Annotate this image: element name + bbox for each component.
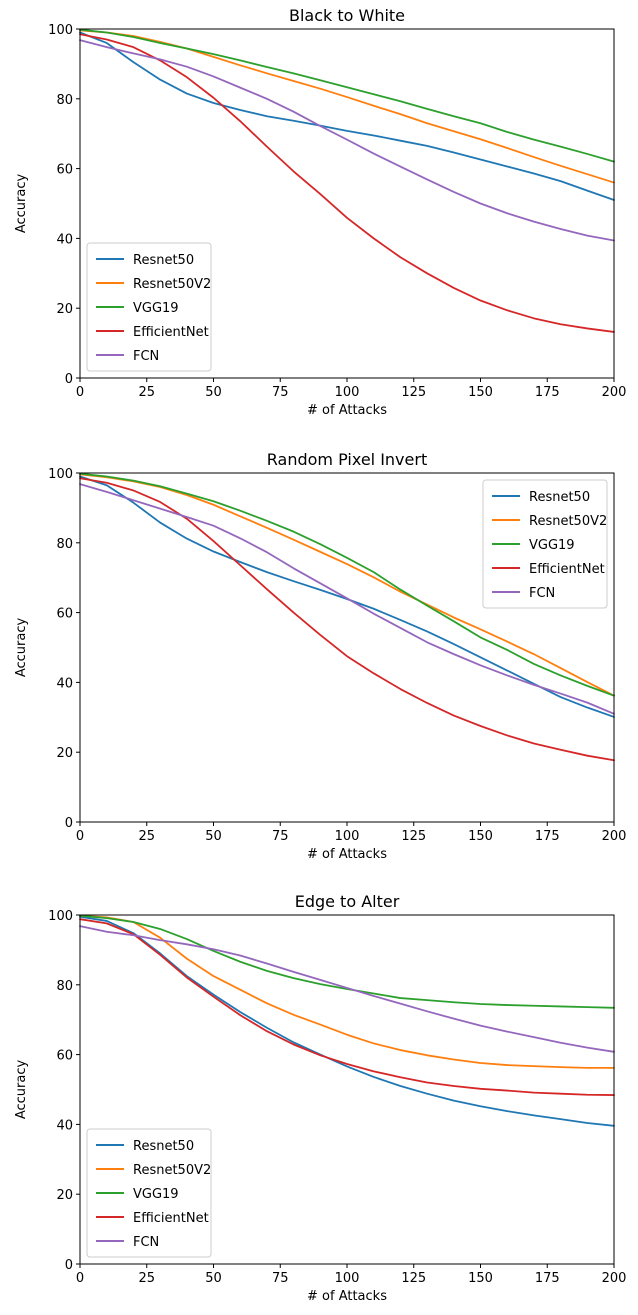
x-tick-label: 0 [76,829,84,844]
y-tick-label: 60 [56,1049,73,1064]
x-tick-label: 150 [468,385,493,400]
y-tick-label: 40 [56,676,73,691]
chart-1: Black to White 0 25 50 75 100 125 150 175 200 0 20 4… [14,6,626,418]
x-tick-label: 100 [335,1271,360,1286]
y-tick-label: 80 [56,537,73,552]
chart-title: Random Pixel Invert [267,450,427,469]
x-tick-label: 75 [272,1271,289,1286]
x-tick-label: 50 [205,829,222,844]
series-line-vgg19 [79,914,615,1009]
y-tick-label: 100 [48,23,73,38]
x-tick-label: 175 [535,385,560,400]
y-tick-label: 60 [56,163,73,178]
x-tick-label: 125 [401,385,426,400]
chart-3: Edge to Alter 0 25 50 75 100 125 150 175 200 0 20 40… [14,892,626,1304]
series-line-efficientnet [79,918,615,1096]
series-lines [79,472,615,762]
x-tick-label: 75 [272,385,289,400]
series-line-fcn [79,39,615,242]
legend: Resnet50 Resnet50V2 VGG19 EfficientNet FCN [86,1128,212,1258]
y-axis-label: Accuracy [14,1060,29,1120]
x-tick-label: 100 [335,829,360,844]
legend-label-fcn: FCN [133,349,159,364]
x-axis-label: # of Attacks [307,403,387,418]
series-line-vgg19 [79,28,615,163]
series-line-resnet50v2 [79,473,615,697]
x-axis-label: # of Attacks [307,1289,387,1304]
x-tick-label: 25 [138,829,155,844]
x-tick-label: 100 [335,385,360,400]
series-line-vgg19 [79,472,615,697]
y-tick-label: 0 [65,1258,73,1273]
x-axis-label: # of Attacks [307,847,387,862]
y-axis-label: Accuracy [14,618,29,678]
legend: Resnet50 Resnet50V2 VGG19 EfficientNet FCN [86,242,212,372]
x-tick-label: 25 [138,1271,155,1286]
x-tick-label: 25 [138,385,155,400]
legend: Resnet50 Resnet50V2 VGG19 EfficientNet FCN [482,479,608,609]
chart-title: Edge to Alter [295,892,400,911]
series-lines [79,914,615,1127]
y-tick-label: 100 [48,909,73,924]
x-tick-label: 200 [602,829,627,844]
chart-title: Black to White [289,6,405,25]
series-line-resnet50 [79,915,615,1127]
x-tick-label: 50 [205,1271,222,1286]
legend-label-fcn: FCN [529,586,555,601]
legend-box [482,479,608,609]
y-axis-label: Accuracy [14,174,29,234]
chart-2: Random Pixel Invert 0 25 50 75 100 125 150 175 20… [14,450,626,862]
x-tick-label: 50 [205,385,222,400]
x-tick-label: 0 [76,385,84,400]
legend-label-resnet50v2: Resnet50V2 [133,277,211,292]
legend-label-resnet50: Resnet50 [133,253,194,268]
y-tick-label: 80 [56,93,73,108]
y-tick-label: 0 [65,372,73,387]
legend-label-efficientnet: EfficientNet [133,325,209,340]
series-line-fcn [79,483,615,715]
legend-label-resnet50v2: Resnet50V2 [133,1163,211,1178]
legend-box [86,242,212,372]
series-line-efficientnet [79,477,615,762]
y-tick-label: 40 [56,1118,73,1133]
series-line-fcn [79,925,615,1053]
x-tick-label: 200 [602,385,627,400]
y-tick-label: 40 [56,232,73,247]
y-tick-label: 0 [65,816,73,831]
legend-label-vgg19: VGG19 [133,301,179,316]
x-tick-label: 150 [468,829,493,844]
x-tick-label: 200 [602,1271,627,1286]
y-tick-label: 20 [56,746,73,761]
x-tick-label: 175 [535,829,560,844]
x-tick-label: 125 [401,1271,426,1286]
x-tick-label: 150 [468,1271,493,1286]
legend-box [86,1128,212,1258]
legend-label-efficientnet: EfficientNet [133,1211,209,1226]
series-line-efficientnet [79,33,615,333]
x-tick-label: 75 [272,829,289,844]
x-tick-label: 175 [535,1271,560,1286]
series-line-resnet50v2 [79,914,615,1069]
y-tick-label: 80 [56,979,73,994]
series-line-resnet50v2 [79,29,615,184]
legend-label-resnet50: Resnet50 [529,490,590,505]
legend-label-resnet50v2: Resnet50V2 [529,514,607,529]
x-tick-label: 0 [76,1271,84,1286]
legend-label-efficientnet: EfficientNet [529,562,605,577]
y-tick-label: 60 [56,607,73,622]
legend-label-vgg19: VGG19 [529,538,575,553]
legend-label-resnet50: Resnet50 [133,1139,194,1154]
x-tick-label: 125 [401,829,426,844]
y-tick-label: 20 [56,302,73,317]
y-tick-label: 20 [56,1188,73,1203]
series-lines [79,28,615,333]
y-tick-label: 100 [48,467,73,482]
legend-label-vgg19: VGG19 [133,1187,179,1202]
series-line-resnet50 [79,31,615,201]
legend-label-fcn: FCN [133,1235,159,1250]
